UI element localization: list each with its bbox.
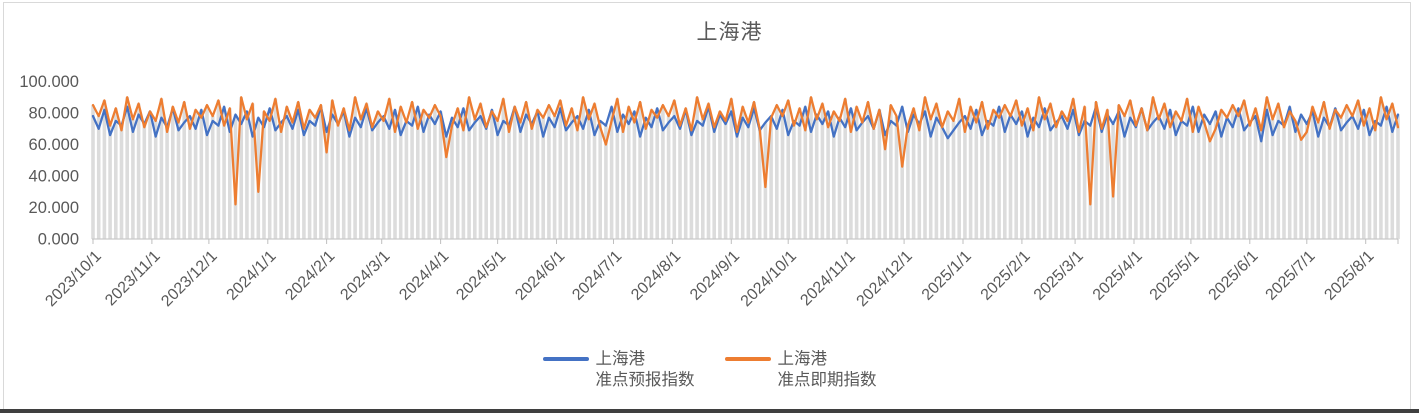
legend-label-forecast-line2: 准点预报指数 — [595, 371, 695, 389]
x-tick-label: 2023/10/1 — [42, 248, 104, 310]
legend-line-swatch-spot — [724, 357, 771, 361]
x-tick-label: 2024/10/1 — [738, 248, 800, 310]
y-tick-label: 0.000 — [38, 231, 79, 249]
x-tick-label: 2024/3/1 — [337, 248, 393, 304]
legend-line-swatch-forecast — [542, 357, 589, 361]
series-line-forecast — [91, 105, 1400, 143]
x-tick-label: 2025/6/1 — [1206, 248, 1262, 304]
y-axis-labels: 0.000 20.000 40.000 60.000 80.000 100.000 — [19, 73, 79, 249]
x-tick-label: 2024/8/1 — [628, 248, 684, 304]
y-tick-label: 20.000 — [29, 199, 79, 217]
legend-item-forecast: 上海港 准点预报指数 — [542, 349, 695, 391]
window-bottom-edge — [0, 409, 1419, 413]
x-tick-label: 2024/1/1 — [224, 248, 280, 304]
x-tick-label: 2025/5/1 — [1147, 248, 1203, 304]
y-tick-label: 80.000 — [29, 105, 79, 123]
series-line-spot — [91, 96, 1400, 206]
x-tick-label: 2025/1/1 — [919, 248, 975, 304]
x-tick-label: 2025/8/1 — [1321, 248, 1377, 304]
y-tick-label: 60.000 — [29, 136, 79, 154]
x-tick-label: 2024/7/1 — [569, 248, 625, 304]
x-tick-label: 2024/6/1 — [512, 248, 568, 304]
x-tick-label: 2025/2/1 — [978, 248, 1034, 304]
legend: 上海港 准点预报指数 上海港 准点即期指数 — [0, 349, 1419, 391]
x-tick-label: 2024/2/1 — [282, 248, 338, 304]
legend-label-spot-line1: 上海港 — [777, 350, 828, 368]
x-tick-label: 2024/12/1 — [854, 248, 916, 310]
legend-label-forecast-line1: 上海港 — [595, 350, 646, 368]
x-tick-label: 2025/7/1 — [1263, 248, 1319, 304]
chart-title: 上海港 — [696, 21, 763, 44]
y-tick-label: 40.000 — [29, 168, 79, 186]
legend-label-spot: 上海港 准点即期指数 — [778, 349, 877, 391]
x-tick-label: 2023/12/1 — [158, 248, 220, 310]
x-tick-label: 2025/3/1 — [1031, 248, 1087, 304]
x-tick-label: 2024/11/1 — [797, 248, 859, 310]
x-tick-label: 2024/5/1 — [453, 248, 509, 304]
x-tick-label: 2024/4/1 — [396, 248, 452, 304]
legend-label-spot-line2: 准点即期指数 — [777, 371, 877, 389]
x-axis-ticks — [92, 239, 1399, 244]
x-tick-label: 2023/11/1 — [102, 248, 164, 310]
x-tick-label: 2024/9/1 — [687, 248, 743, 304]
plot-svg: 0.000 20.000 40.000 60.000 80.000 100.000 2023… — [19, 73, 1400, 310]
y-tick-label: 100.000 — [19, 73, 79, 91]
legend-label-forecast: 上海港 准点预报指数 — [596, 349, 695, 391]
x-tick-label: 2025/4/1 — [1090, 248, 1146, 304]
legend-item-spot: 上海港 准点即期指数 — [724, 349, 877, 391]
